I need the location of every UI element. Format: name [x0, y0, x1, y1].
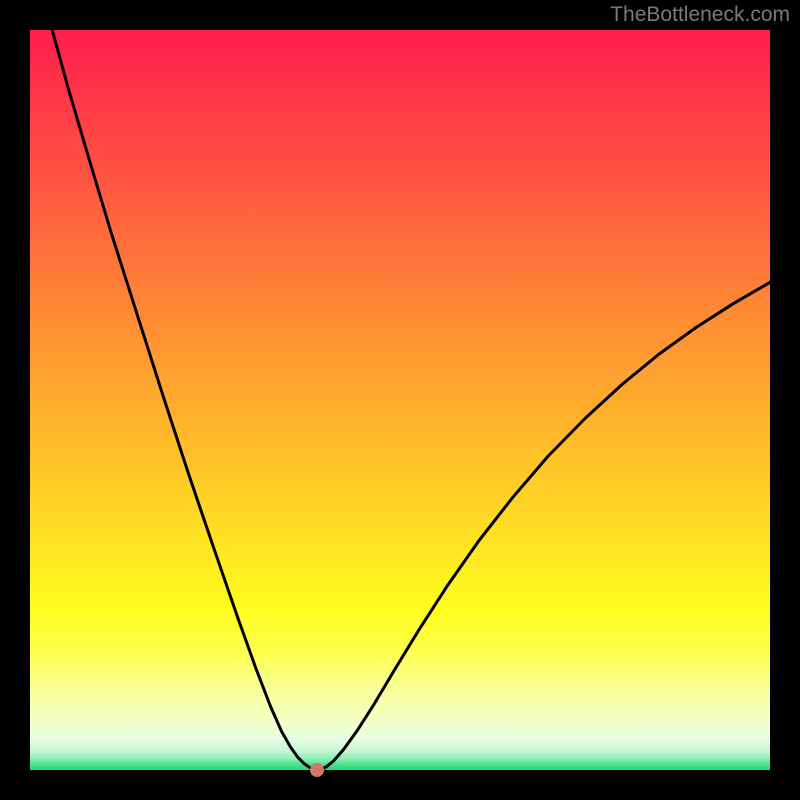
watermark-text: TheBottleneck.com — [610, 3, 790, 27]
optimal-point-marker — [310, 763, 324, 777]
bottleneck-chart: TheBottleneck.com — [0, 0, 800, 800]
curve-svg — [30, 30, 770, 770]
bottleneck-curve — [52, 30, 770, 770]
plot-area — [30, 30, 770, 770]
